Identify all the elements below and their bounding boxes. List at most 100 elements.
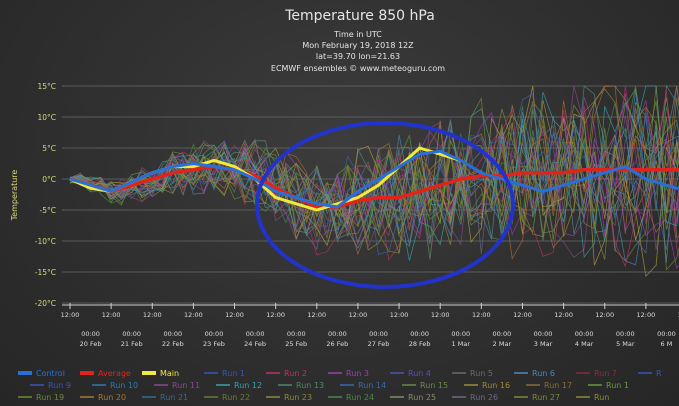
x-tick-midnight: 00:00	[575, 330, 594, 338]
legend-item[interactable]: Run 2	[266, 369, 307, 378]
x-tick-date: 27 Feb	[368, 340, 390, 348]
legend-item[interactable]: Run 24	[328, 393, 374, 402]
x-tick-date: 22 Feb	[162, 340, 184, 348]
legend-item[interactable]: Run 22	[204, 393, 250, 402]
legend-item[interactable]: Run 16	[464, 381, 510, 390]
x-axis: 12:00 12:00 12:00 12:00 12:00 12:00 12:00 12:00…	[61, 303, 679, 348]
legend[interactable]: Control Average Main Run 1 Run 2 Run 3 Run 4 Ru…	[18, 369, 662, 402]
legend-label: Run 13	[296, 381, 324, 390]
ensemble-run-line	[69, 85, 679, 254]
y-tick-label: -20°C	[35, 299, 56, 308]
legend-item[interactable]: Run 1	[204, 369, 245, 378]
x-tick-time: 12:00	[143, 311, 162, 319]
y-tick-label: 5°C	[42, 144, 56, 153]
legend-item[interactable]: Run 17	[526, 381, 572, 390]
legend-label: Run 20	[98, 393, 126, 402]
legend-label: Run 7	[594, 369, 617, 378]
x-tick-time: 12:00	[390, 311, 409, 319]
legend-label: Run 15	[420, 381, 448, 390]
legend-label: Run 9	[48, 381, 71, 390]
x-tick-date: 24 Feb	[244, 340, 266, 348]
x-tick-time: 12:00	[307, 311, 326, 319]
y-tick-label: 15°C	[37, 82, 56, 91]
x-tick-date: 21 Feb	[121, 340, 143, 348]
legend-item[interactable]: Run 25	[390, 393, 436, 402]
main-series	[69, 146, 679, 212]
x-tick-midnight: 00:00	[246, 330, 265, 338]
x-tick-time: 12:00	[472, 311, 491, 319]
legend-item[interactable]: Run 19	[18, 393, 64, 402]
y-tick-label: 0°C	[42, 175, 56, 184]
x-tick-time: 12:00	[678, 311, 679, 319]
legend-item[interactable]: Control	[18, 369, 65, 378]
ensemble-run-line	[69, 85, 679, 254]
subtitle-line-1: Time in UTC	[333, 30, 382, 39]
legend-label: Run 25	[408, 393, 436, 402]
x-tick-time: 12:00	[102, 311, 121, 319]
legend-label: Main	[160, 369, 179, 378]
x-tick-midnight: 00:00	[287, 330, 306, 338]
legend-label: Run 1	[606, 381, 629, 390]
legend-item[interactable]: Run 11	[154, 381, 200, 390]
legend-item[interactable]: Run	[576, 393, 609, 402]
legend-item[interactable]: Run 7	[576, 369, 617, 378]
legend-item[interactable]: Run 10	[92, 381, 138, 390]
legend-item[interactable]: Run 15	[402, 381, 448, 390]
legend-item[interactable]: Run 23	[266, 393, 312, 402]
annotation-circle	[255, 121, 515, 289]
x-tick-time: 12:00	[184, 311, 203, 319]
legend-item[interactable]: Run 6	[514, 369, 555, 378]
legend-label: Run 1	[222, 369, 245, 378]
series-line-control	[69, 149, 679, 209]
x-tick-midnight: 00:00	[657, 330, 676, 338]
subtitle-line-4: ECMWF ensembles © www.meteoguru.com	[271, 64, 445, 73]
legend-item[interactable]: Run 21	[142, 393, 188, 402]
legend-label: Run 24	[346, 393, 374, 402]
x-tick-midnight: 00:00	[122, 330, 141, 338]
series-line-average	[69, 164, 679, 209]
legend-item[interactable]: Run 27	[514, 393, 560, 402]
chart-title: Temperature 850 hPa	[284, 8, 435, 24]
legend-item[interactable]: Run 14	[340, 381, 386, 390]
x-tick-time: 12:00	[636, 311, 655, 319]
legend-label: Run 2	[284, 369, 307, 378]
ensemble-run-line	[69, 85, 679, 266]
y-tick-labels: 15°C 10°C 5°C 0°C -5°C -10°C -15°C -20°C	[35, 82, 56, 308]
legend-item[interactable]: Run 26	[452, 393, 498, 402]
legend-label: Run 12	[234, 381, 262, 390]
x-tick-midnight: 00:00	[534, 330, 553, 338]
legend-item[interactable]: Average	[80, 369, 131, 378]
legend-label: Control	[36, 369, 65, 378]
x-tick-time: 12:00	[61, 311, 80, 319]
x-tick-time: 12:00	[225, 311, 244, 319]
legend-item[interactable]: R	[638, 369, 662, 378]
x-tick-date: 1 Mar	[452, 340, 471, 348]
x-tick-time: 12:00	[349, 311, 368, 319]
legend-label: Run 27	[532, 393, 560, 402]
ensemble-run-line	[69, 100, 679, 260]
x-tick-date: 20 Feb	[80, 340, 102, 348]
legend-item[interactable]: Main	[142, 369, 179, 378]
legend-item[interactable]: Run 4	[390, 369, 431, 378]
x-tick-date: 6 M	[661, 340, 673, 348]
legend-label: Run 3	[346, 369, 369, 378]
x-tick-midnight: 00:00	[493, 330, 512, 338]
legend-item[interactable]: Run 1	[588, 381, 629, 390]
x-tick-time: 12:00	[595, 311, 614, 319]
legend-label: Run 21	[160, 393, 188, 402]
x-tick-midnight: 00:00	[369, 330, 388, 338]
x-tick-midnight: 00:00	[81, 330, 100, 338]
legend-label: Run 4	[408, 369, 431, 378]
legend-item[interactable]: Run 12	[216, 381, 262, 390]
y-tick-label: 10°C	[37, 113, 56, 122]
legend-item[interactable]: Run 13	[278, 381, 324, 390]
ensemble-run-line	[69, 89, 679, 245]
legend-item[interactable]: Run 20	[80, 393, 126, 402]
legend-item[interactable]: Run 3	[328, 369, 369, 378]
legend-item[interactable]: Run 5	[452, 369, 493, 378]
legend-item[interactable]: Run 9	[30, 381, 71, 390]
x-tick-midnight: 00:00	[616, 330, 635, 338]
x-tick-date: 26 Feb	[326, 340, 348, 348]
